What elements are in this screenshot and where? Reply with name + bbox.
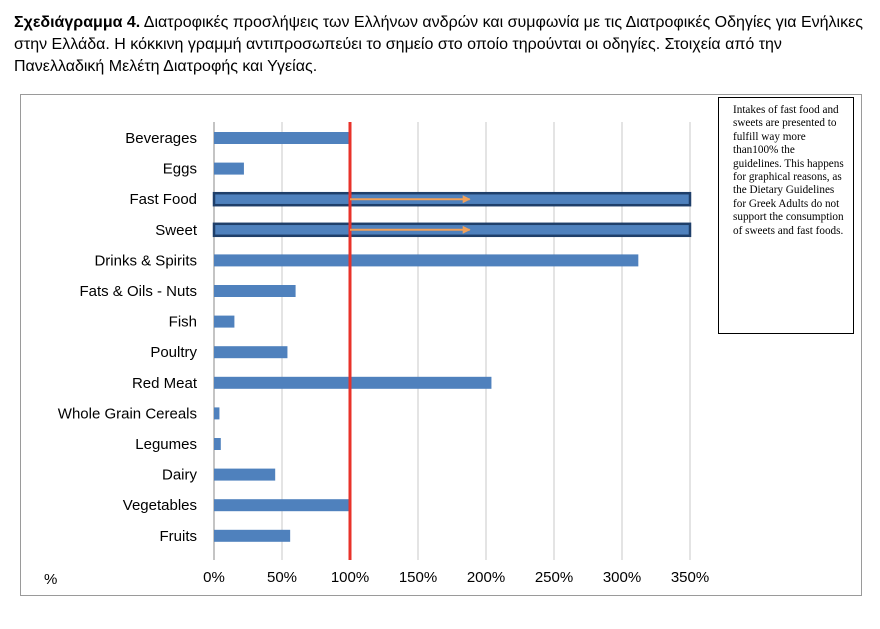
bar-drinks-spirits (214, 254, 639, 267)
category-label-whole-grain-cereals: Whole Grain Cereals (58, 405, 197, 422)
category-label-beverages: Beverages (125, 130, 197, 147)
caption-label: Σχεδιάγραμμα 4. (14, 14, 141, 31)
bar-dairy (214, 468, 276, 481)
x-tick-50: 50% (267, 569, 297, 586)
category-label-fast-food: Fast Food (129, 191, 197, 208)
bar-fruits (214, 529, 291, 542)
bar-poultry (214, 346, 288, 359)
bar-legumes (214, 438, 221, 450)
bar-fish (214, 315, 235, 328)
category-label-drinks-spirits: Drinks & Spirits (94, 252, 197, 269)
bar-fats-oils-nuts (214, 285, 296, 297)
category-label-vegetables: Vegetables (123, 497, 197, 514)
bars (212, 132, 692, 542)
x-tick-250: 250% (535, 569, 573, 586)
arrows (350, 195, 471, 234)
annotation-note: Intakes of fast food and sweets are pres… (718, 97, 854, 334)
x-tick-200: 200% (467, 569, 505, 586)
bar-beverages (214, 132, 350, 144)
figure-caption: Σχεδιάγραμμα 4. Διατροφικές προσλήψεις τ… (14, 12, 864, 78)
x-axis-unit-label: % (44, 571, 57, 588)
category-label-fats-oils-nuts: Fats & Oils - Nuts (79, 283, 197, 300)
category-label-sweet: Sweet (155, 222, 198, 239)
category-labels: Beverages Eggs Fast Food Sweet Drinks & Spir… (58, 130, 198, 545)
x-tick-labels: 0% 50% 100% 150% 200% 250% 300% 350% (203, 569, 709, 586)
bar-red-meat (214, 376, 492, 389)
x-tick-300: 300% (603, 569, 641, 586)
caption-text: Διατροφικές προσλήψεις των Ελλήνων ανδρώ… (14, 14, 863, 75)
bar-eggs (214, 162, 244, 175)
bar-whole-grain-cereals (214, 407, 220, 420)
category-label-poultry: Poultry (150, 344, 197, 361)
gridlines (213, 122, 691, 560)
category-label-eggs: Eggs (163, 161, 197, 178)
x-tick-150: 150% (399, 569, 437, 586)
bar-vegetables (214, 499, 350, 512)
category-label-fish: Fish (169, 314, 197, 331)
category-label-legumes: Legumes (135, 436, 197, 453)
category-label-red-meat: Red Meat (132, 375, 198, 392)
x-tick-100: 100% (331, 569, 369, 586)
category-label-fruits: Fruits (160, 528, 198, 545)
category-label-dairy: Dairy (162, 467, 198, 484)
x-tick-0: 0% (203, 569, 225, 586)
x-tick-350: 350% (671, 569, 709, 586)
